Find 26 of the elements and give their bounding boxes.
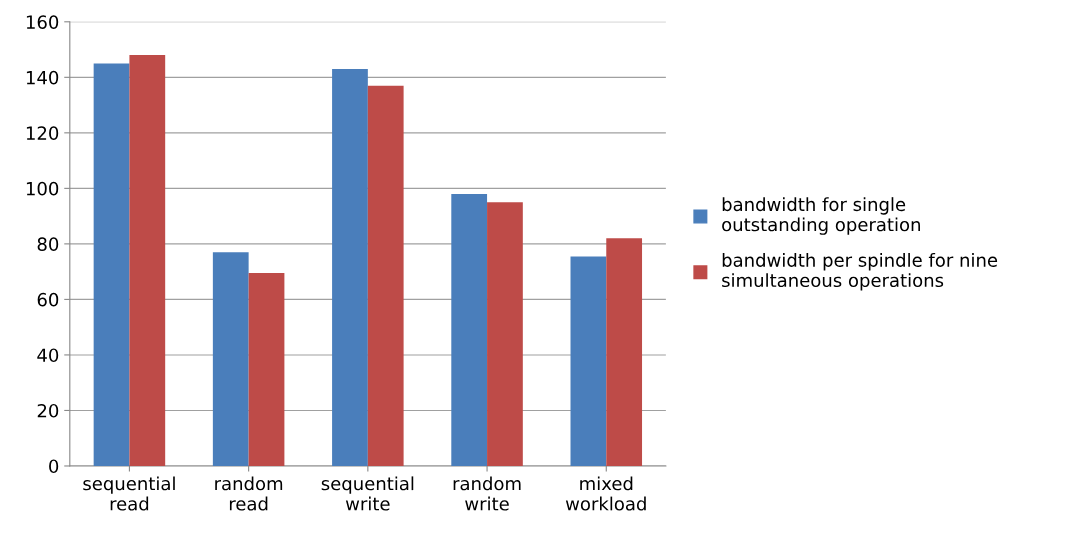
bar: [451, 193, 488, 466]
y-tick-label: 0: [49, 459, 59, 474]
bar: [332, 68, 368, 466]
y-tick-label: 100: [26, 181, 59, 196]
bar: [487, 202, 523, 466]
x-tick-label: mixed workload: [565, 476, 646, 511]
bar: [570, 256, 607, 466]
y-tick-label: 20: [37, 403, 59, 418]
y-tick-label: 40: [37, 348, 59, 363]
bar: [129, 55, 166, 466]
y-tick-label: 120: [26, 126, 59, 140]
bar: [606, 238, 643, 466]
bar: [93, 63, 130, 466]
bar: [367, 85, 404, 466]
legend-label: bandwidth per spindle for nine simultaneous operations: [722, 252, 998, 291]
legend-label: bandwidth for single outstanding operation: [722, 197, 920, 235]
x-tick-label: random read: [215, 476, 283, 511]
y-tick-label: 160: [26, 15, 59, 29]
x-tick-label: sequential write: [321, 476, 414, 511]
bar: [212, 252, 249, 466]
y-tick-label: 60: [37, 292, 59, 307]
x-tick-label: sequential read: [83, 476, 175, 511]
y-tick-label: 80: [37, 237, 59, 251]
bar: [248, 273, 285, 466]
x-tick-label: random write: [453, 476, 521, 511]
y-tick-label: 140: [26, 70, 59, 85]
